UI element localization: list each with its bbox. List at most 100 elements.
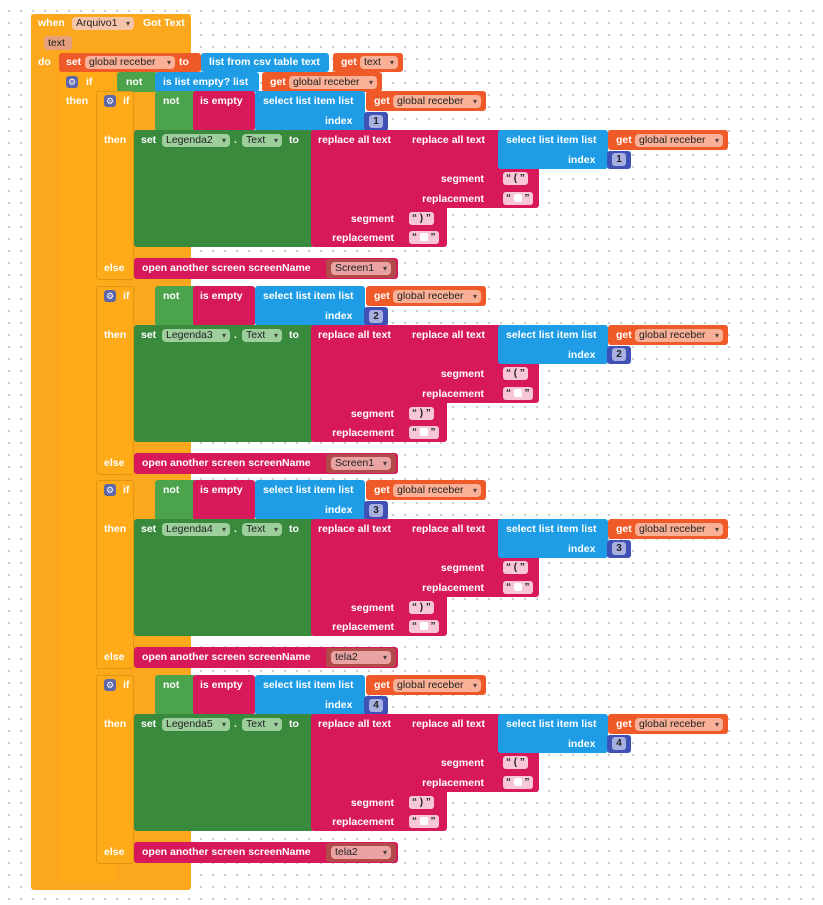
not-block[interactable] — [155, 675, 197, 715]
index-number[interactable]: 4 — [369, 699, 383, 712]
then-label: then — [104, 523, 127, 535]
list-from-csv-block[interactable] — [201, 53, 329, 72]
replacement-empty-string[interactable]: “ ” — [503, 776, 533, 789]
replace-all-label: replace all text — [318, 718, 391, 730]
segment-close-string[interactable]: “ ) ” — [409, 407, 434, 420]
segment-open-string[interactable]: “ ( ” — [503, 367, 528, 380]
segment-close-string[interactable]: “ ) ” — [409, 212, 434, 225]
index-number[interactable]: 3 — [612, 542, 626, 555]
get-label: get — [374, 95, 390, 107]
index-number[interactable]: 4 — [612, 737, 626, 750]
mutator-gear-icon[interactable]: ⚙ — [104, 679, 116, 691]
not-label: not — [163, 484, 180, 496]
when-label: when — [38, 17, 65, 29]
is-empty-block[interactable] — [193, 675, 255, 715]
mutator-gear-icon[interactable]: ⚙ — [104, 290, 116, 302]
is-list-empty-block[interactable] — [155, 72, 259, 92]
select-list-item-block[interactable] — [498, 130, 608, 169]
replace-all-label: replace all text — [412, 718, 485, 730]
global-var-dropdown[interactable]: global receber — [85, 56, 175, 69]
property-dropdown[interactable]: Text — [242, 329, 282, 342]
screen-name-dropdown[interactable]: tela2 — [331, 651, 391, 664]
select-list-item-block[interactable] — [498, 519, 608, 558]
select-list-item-block[interactable] — [498, 325, 608, 364]
property-dropdown[interactable]: Text — [242, 523, 282, 536]
component-dropdown[interactable]: Legenda5 — [162, 718, 230, 731]
property-dropdown[interactable]: Text — [242, 134, 282, 147]
segment-close-string[interactable]: “ ) ” — [409, 601, 434, 614]
is-empty-block[interactable] — [193, 286, 255, 326]
set-legenda-text-block[interactable] — [134, 130, 314, 247]
index-label: index — [325, 504, 353, 516]
not-label: not — [163, 95, 180, 107]
replacement-label: replacement — [422, 388, 484, 400]
mutator-gear-icon[interactable]: ⚙ — [104, 95, 116, 107]
segment-open-string[interactable]: “ ( ” — [503, 172, 528, 185]
segment-close-string[interactable]: “ ) ” — [409, 796, 434, 809]
replacement-empty-string[interactable]: “ ” — [409, 231, 439, 244]
get-var-dropdown[interactable]: global receber — [635, 523, 723, 536]
segment-open-string[interactable]: “ ( ” — [503, 561, 528, 574]
if-label: if — [86, 76, 93, 88]
screen-name-dropdown[interactable]: Screen1 — [331, 262, 391, 275]
index-number[interactable]: 2 — [369, 310, 383, 323]
index-number[interactable]: 3 — [369, 504, 383, 517]
get-var-dropdown[interactable]: global receber — [393, 484, 481, 497]
property-dropdown[interactable]: Text — [242, 718, 282, 731]
replacement-empty-string[interactable]: “ ” — [409, 426, 439, 439]
if-else-block-2[interactable] — [96, 286, 134, 475]
event-param-text[interactable]: text — [48, 37, 65, 49]
set-legenda-text-block[interactable] — [134, 519, 314, 636]
replacement-empty-string[interactable]: “ ” — [503, 581, 533, 594]
to-label: to — [179, 56, 189, 68]
segment-open-string[interactable]: “ ( ” — [503, 756, 528, 769]
set-legenda-text-block[interactable] — [134, 714, 314, 831]
component-dropdown[interactable]: Legenda2 — [162, 134, 230, 147]
is-empty-block[interactable] — [193, 480, 255, 520]
get-var-dropdown[interactable]: global receber — [393, 290, 481, 303]
select-list-item-block[interactable] — [255, 286, 365, 326]
get-var-dropdown[interactable]: global receber — [289, 76, 377, 89]
index-label: index — [325, 699, 353, 711]
dot-label: . — [234, 523, 237, 535]
get-label: get — [616, 523, 632, 535]
index-number[interactable]: 2 — [612, 348, 626, 361]
replacement-empty-string[interactable]: “ ” — [503, 192, 533, 205]
component-dropdown[interactable]: Legenda3 — [162, 329, 230, 342]
index-number[interactable]: 1 — [612, 153, 626, 166]
select-list-item-block[interactable] — [255, 480, 365, 520]
select-list-item-block[interactable] — [255, 91, 365, 131]
get-var-dropdown[interactable]: global receber — [393, 679, 481, 692]
replacement-empty-string[interactable]: “ ” — [503, 387, 533, 400]
not-block[interactable] — [117, 72, 157, 92]
open-screen-label: open another screen screenName — [142, 846, 311, 858]
mutator-gear-icon[interactable]: ⚙ — [66, 76, 78, 88]
get-var-dropdown[interactable]: global receber — [635, 718, 723, 731]
get-label: get — [341, 56, 357, 68]
get-var-dropdown[interactable]: global receber — [635, 134, 723, 147]
select-list-item-block[interactable] — [255, 675, 365, 715]
replacement-empty-string[interactable]: “ ” — [409, 815, 439, 828]
set-legenda-text-block[interactable] — [134, 325, 314, 442]
select-list-item-label: select list item list — [263, 290, 354, 302]
not-block[interactable] — [155, 91, 197, 131]
get-var-dropdown[interactable]: global receber — [393, 95, 481, 108]
if-else-block-4[interactable] — [96, 675, 134, 864]
not-block[interactable] — [155, 286, 197, 326]
is-empty-block[interactable] — [193, 91, 255, 131]
get-var-dropdown[interactable]: global receber — [635, 329, 723, 342]
component-dropdown[interactable]: Legenda4 — [162, 523, 230, 536]
not-block[interactable] — [155, 480, 197, 520]
replacement-empty-string[interactable]: “ ” — [409, 620, 439, 633]
if-else-block-3[interactable] — [96, 480, 134, 669]
select-list-item-block[interactable] — [498, 714, 608, 753]
index-number[interactable]: 1 — [369, 115, 383, 128]
get-text-dropdown[interactable]: text — [360, 56, 398, 69]
component-dropdown[interactable]: Arquivo1 — [72, 17, 134, 30]
is-empty-label: is empty — [200, 484, 243, 496]
screen-name-dropdown[interactable]: tela2 — [331, 846, 391, 859]
if-else-block-1[interactable] — [96, 91, 134, 280]
screen-name-dropdown[interactable]: Screen1 — [331, 457, 391, 470]
mutator-gear-icon[interactable]: ⚙ — [104, 484, 116, 496]
